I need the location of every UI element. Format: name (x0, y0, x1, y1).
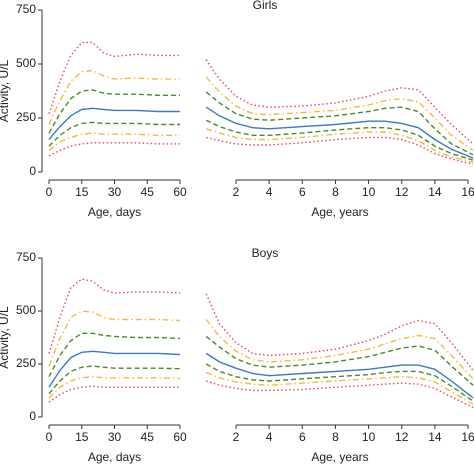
x-tick-label: 2 (233, 185, 240, 199)
percentile-line (48, 121, 180, 147)
x-tick-label: 4 (266, 430, 273, 444)
x-tick-label: 6 (299, 430, 306, 444)
percentile-line (48, 385, 180, 403)
x-tick-label: 14 (428, 185, 442, 199)
x-axis-label: Age, days (88, 205, 141, 219)
panel-title: Boys (252, 246, 279, 260)
x-tick-label: 0 (46, 430, 53, 444)
y-tick-label: 500 (16, 56, 36, 70)
y-tick-label: 250 (16, 110, 36, 124)
x-tick-label: 60 (173, 430, 187, 444)
x-tick-label: 15 (75, 185, 89, 199)
percentile-line (48, 89, 180, 134)
percentile-line (205, 293, 474, 371)
x-tick-label: 8 (332, 185, 339, 199)
x-tick-label: 45 (141, 185, 155, 199)
percentile-line (48, 310, 181, 367)
x-tick-label: 10 (362, 185, 376, 199)
y-tick-label: 0 (29, 409, 36, 423)
panel-title: Girls (253, 0, 278, 12)
x-tick-label: 8 (332, 430, 339, 444)
x-tick-label: 15 (75, 430, 89, 444)
x-tick-label: 12 (395, 185, 409, 199)
percentile-line (205, 363, 474, 402)
y-tick-label: 500 (16, 303, 36, 317)
percentile-line (48, 69, 180, 125)
percentile-line (48, 332, 181, 378)
percentile-line (48, 132, 180, 151)
percentile-line (48, 107, 180, 141)
percentile-line (205, 380, 474, 409)
percentile-line (48, 350, 181, 388)
y-tick-label: 250 (16, 356, 36, 370)
y-tick-label: 750 (16, 250, 36, 264)
x-tick-label: 30 (108, 185, 122, 199)
x-tick-label: 4 (266, 185, 273, 199)
percentile-line (48, 375, 181, 399)
percentile-line (205, 352, 474, 399)
percentile-line (205, 91, 474, 156)
x-axis-label: Age, years (311, 205, 368, 219)
x-tick-label: 14 (428, 430, 442, 444)
x-tick-label: 2 (233, 430, 240, 444)
y-tick-label: 750 (16, 2, 36, 16)
x-tick-label: 10 (362, 430, 376, 444)
x-tick-label: 16 (461, 185, 474, 199)
percentile-line (48, 41, 180, 114)
percentile-line (205, 119, 474, 161)
percentile-line (205, 59, 474, 145)
y-axis-label: Activity, U/L (0, 59, 11, 122)
x-tick-label: 30 (108, 430, 122, 444)
percentile-line (48, 278, 181, 354)
x-tick-label: 45 (141, 430, 155, 444)
percentile-line (205, 106, 474, 159)
x-axis-label: Age, days (88, 450, 141, 464)
percentile-line (205, 319, 474, 380)
y-tick-label: 0 (29, 164, 36, 178)
x-tick-label: 12 (395, 430, 409, 444)
percentile-line (205, 335, 474, 386)
x-tick-label: 16 (461, 430, 474, 444)
percentile-line (48, 365, 181, 395)
percentile-line (205, 76, 474, 151)
x-tick-label: 0 (46, 185, 53, 199)
percentile-line (206, 136, 474, 166)
percentile-line (205, 128, 474, 163)
x-axis-label: Age, years (311, 450, 368, 464)
x-tick-label: 6 (299, 185, 306, 199)
y-axis-label: Activity, U/L (0, 306, 11, 369)
x-tick-label: 60 (173, 185, 187, 199)
percentile-line (48, 142, 180, 157)
